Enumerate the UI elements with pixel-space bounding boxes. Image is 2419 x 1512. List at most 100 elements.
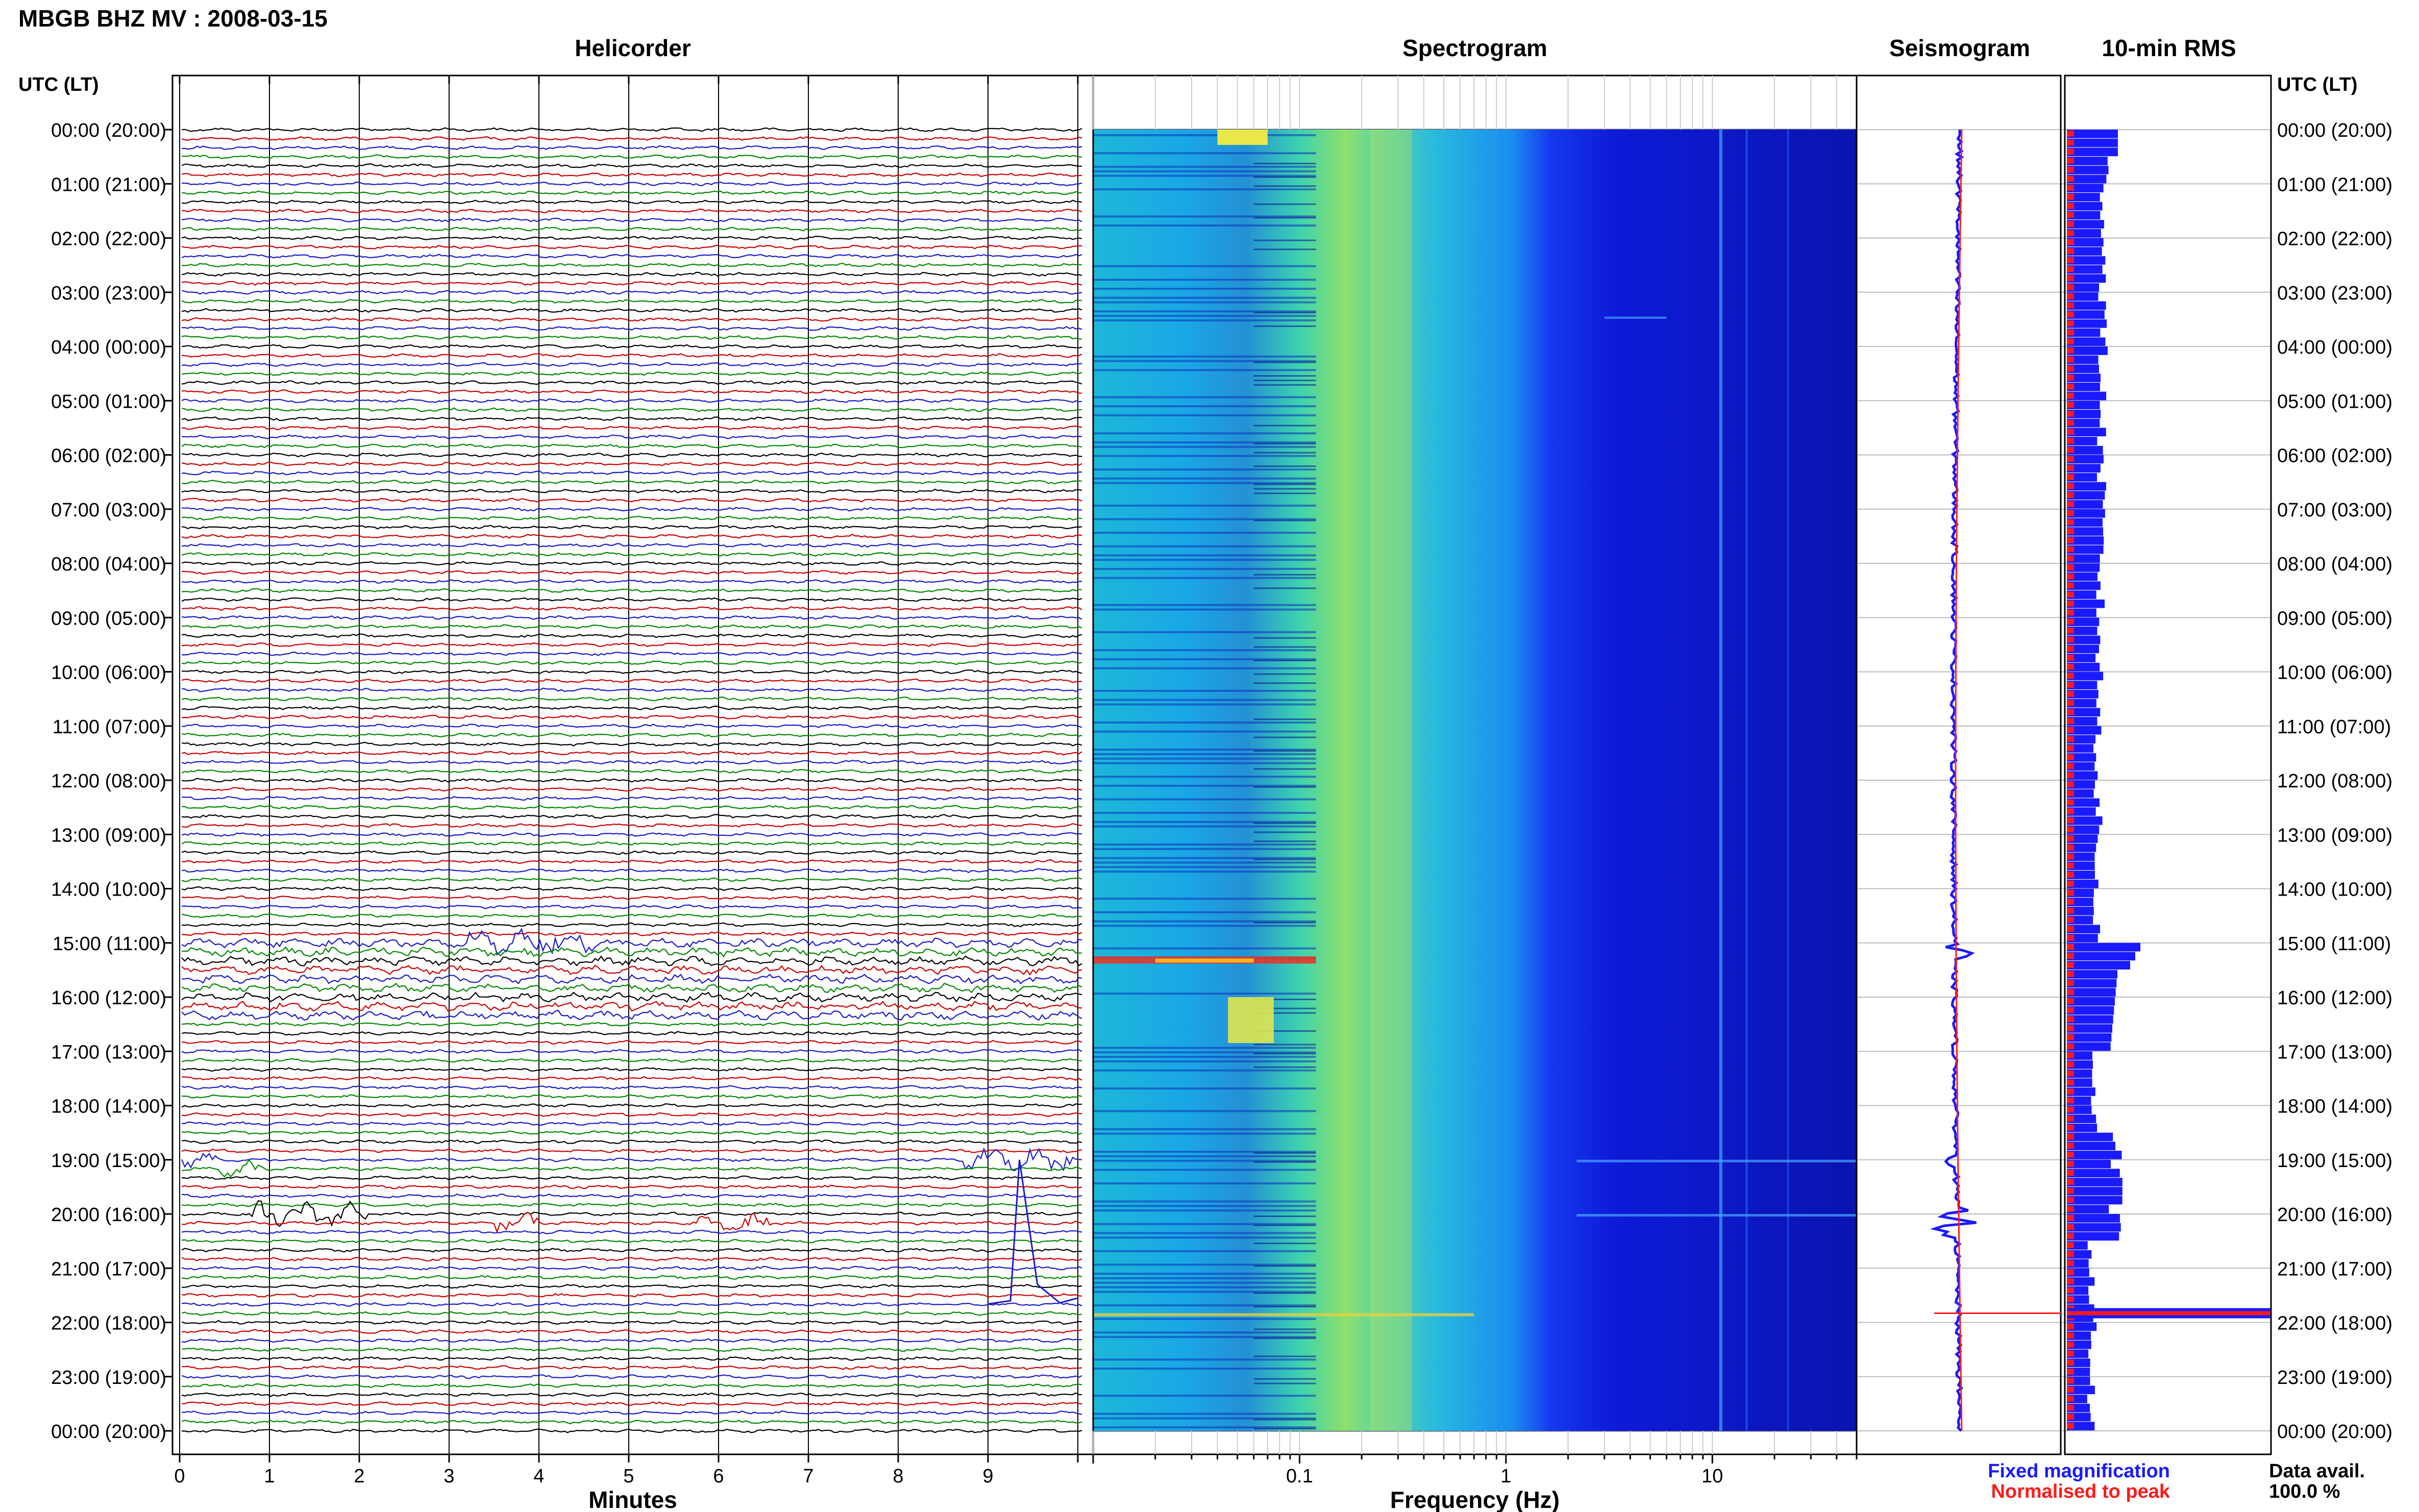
- helicorder-trace: [181, 1001, 1082, 1012]
- spectrogram-band-stripe: [1253, 822, 1316, 824]
- spectrogram-low-stripe: [1093, 1087, 1316, 1090]
- rms-bar: [2067, 337, 2106, 346]
- helicorder-trace: [181, 434, 1082, 439]
- helicorder-trace: [181, 1193, 1082, 1199]
- row-label-left: 17:00 (13:00): [51, 1042, 166, 1063]
- helicorder-trace: [181, 633, 1082, 638]
- helicorder-trace: [181, 974, 1082, 984]
- helicorder-trace: [181, 850, 1082, 855]
- spectrogram-band-stripe: [1253, 384, 1316, 386]
- rms-normalised-bar: [2067, 1197, 2074, 1203]
- spectrogram-band-stripe: [1253, 1378, 1316, 1380]
- rms-bar: [2067, 879, 2099, 888]
- row-label-right: 07:00 (03:00): [2277, 500, 2392, 521]
- helicorder-trace: [182, 1410, 1082, 1416]
- helicorder-trace: [181, 145, 1082, 151]
- helicorder-trace: [181, 805, 1082, 810]
- row-label-right: 09:00 (05:00): [2277, 608, 2392, 629]
- spectrogram-band-stripe: [1253, 325, 1316, 327]
- helicorder-trace: [181, 1293, 1082, 1298]
- rms-normalised-bar: [2067, 248, 2074, 254]
- rms-bar: [2067, 401, 2100, 409]
- spectrogram-low-stripe: [1093, 1209, 1316, 1212]
- spectrogram-low-stripe: [1093, 1263, 1316, 1266]
- spectrogram-low-stripe: [1093, 1368, 1316, 1370]
- rms-normalised-bar: [2067, 1170, 2074, 1176]
- minute-tick-label: 4: [533, 1466, 544, 1487]
- rms-bar: [2067, 265, 2103, 274]
- helicorder-trace: [181, 1365, 1082, 1370]
- spectrogram-low-stripe: [1093, 296, 1316, 299]
- row-label-left: 19:00 (15:00): [51, 1150, 166, 1172]
- spectrogram-band-stripe: [1253, 840, 1316, 842]
- rms-normalised-bar: [2067, 212, 2074, 218]
- row-label-left: 06:00 (02:00): [51, 445, 166, 467]
- rms-normalised-bar: [2067, 663, 2074, 670]
- helicorder-trace: [181, 561, 1082, 566]
- rms-panel: [2064, 75, 2272, 1455]
- page-title: MBGB BHZ MV : 2008-03-15: [18, 5, 328, 32]
- spectrogram-band-stripe: [1253, 673, 1316, 675]
- spectrogram-low-stripe: [1093, 301, 1316, 304]
- rms-normalised-bar: [2067, 356, 2074, 363]
- rms-bar: [2067, 753, 2096, 762]
- helicorder-x-label: Minutes: [588, 1486, 677, 1512]
- spectrogram-low-stripe: [1093, 482, 1316, 484]
- spectrogram-band-stripe: [1253, 203, 1316, 205]
- rms-bar: [2067, 409, 2101, 418]
- helicorder-trace: [181, 353, 1082, 358]
- rms-normalised-bar: [2067, 1224, 2074, 1230]
- rms-bar: [2067, 238, 2104, 247]
- rms-bar: [2067, 608, 2096, 617]
- rms-bar: [2067, 626, 2097, 635]
- helicorder-trace: [181, 1103, 1082, 1108]
- rms-normalised-bar: [2067, 754, 2074, 760]
- spectrogram-x-label: Frequency (Hz): [1390, 1486, 1560, 1512]
- rms-normalised-bar: [2067, 1404, 2074, 1411]
- spectrogram-low-stripe: [1093, 861, 1316, 864]
- spectrogram-low-stripe: [1093, 749, 1316, 751]
- rms-normalised-bar: [2067, 510, 2074, 516]
- row-label-right: 00:00 (20:00): [2277, 1421, 2392, 1443]
- rms-peak-normalised-bar: [2067, 1311, 2271, 1316]
- spectrogram-low-stripe: [1093, 898, 1316, 900]
- spectrogram-low-stripe: [1093, 152, 1316, 155]
- rms-normalised-bar: [2067, 438, 2074, 444]
- spectrogram-band-stripe: [1253, 1428, 1316, 1430]
- rms-normalised-bar: [2067, 1396, 2074, 1402]
- spectrogram-low-stripe: [1093, 1205, 1316, 1207]
- spectrogram-low-stripe: [1093, 1069, 1316, 1072]
- spectrogram-low-stripe: [1093, 811, 1316, 814]
- rms-bar: [2067, 283, 2100, 292]
- rms-bar: [2067, 374, 2101, 382]
- rms-normalised-bar: [2067, 375, 2074, 381]
- rms-bar: [2067, 157, 2108, 165]
- rms-normalised-bar: [2067, 1332, 2074, 1339]
- spectrogram-band-stripe: [1253, 239, 1316, 241]
- rms-normalised-bar: [2067, 1414, 2074, 1420]
- spectrogram-low-stripe: [1093, 432, 1316, 435]
- rms-bar: [2067, 1223, 2121, 1232]
- helicorder-trace: [181, 217, 1082, 222]
- rms-normalised-bar: [2067, 1323, 2074, 1330]
- rms-normalised-bar: [2067, 293, 2074, 300]
- spectrogram-band-stripe: [1253, 1355, 1316, 1357]
- row-label-left: 00:00 (20:00): [51, 120, 166, 141]
- spectrogram-x-ticks: 0.1 1 10: [1092, 76, 1858, 1487]
- rms-normalised-bar: [2067, 1097, 2074, 1104]
- rms-normalised-bar: [2067, 627, 2074, 634]
- spectrogram-low-stripe: [1093, 1304, 1316, 1307]
- rms-normalised-bar: [2067, 528, 2074, 534]
- rms-bar: [2067, 1142, 2116, 1151]
- rms-normalised-bar: [2067, 447, 2074, 453]
- spectrogram-band-stripe: [1253, 162, 1316, 164]
- spectrogram-low-stripe: [1093, 405, 1316, 408]
- rms-normalised-bar: [2067, 419, 2074, 426]
- helicorder-trace: [181, 759, 1082, 765]
- spectrogram-low-stripe: [1093, 1417, 1316, 1420]
- rms-normalised-bar: [2067, 1133, 2074, 1140]
- spectrogram-low-stripe: [1093, 721, 1316, 724]
- rms-normalised-bar: [2067, 166, 2074, 173]
- rms-bar: [2067, 184, 2104, 192]
- row-label-right: 02:00 (22:00): [2277, 229, 2392, 250]
